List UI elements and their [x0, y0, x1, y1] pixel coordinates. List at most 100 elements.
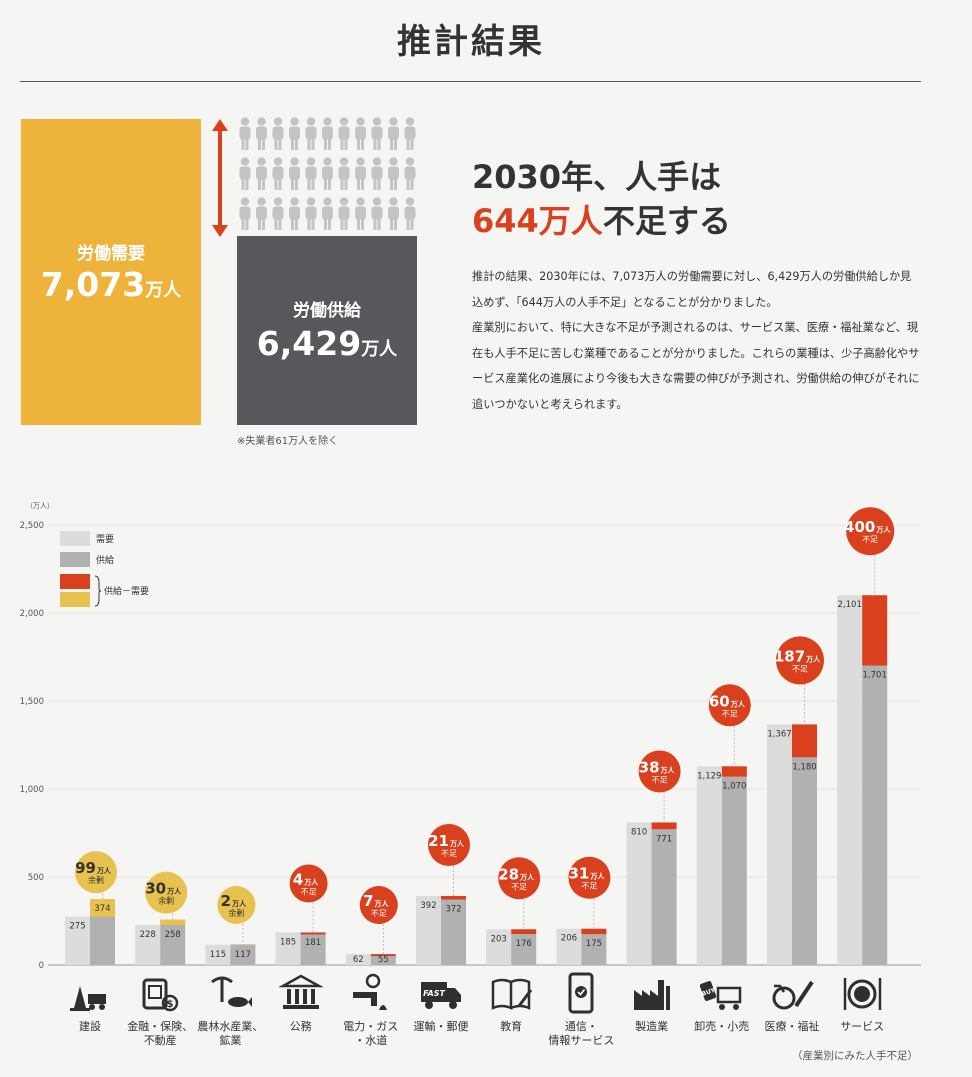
demand-value-label: 2,101: [838, 600, 862, 610]
supply-value-label: 176: [516, 939, 532, 949]
demand-value-label: 1,367: [767, 729, 791, 739]
supply-value-label: 1,180: [792, 762, 816, 772]
summary-body: 推計の結果、2030年には、7,073万人の労働需要に対し、6,429万人の労働…: [472, 270, 920, 411]
government-icon: [278, 974, 323, 1009]
shortage-segment: [370, 954, 396, 957]
supply-bar: [721, 776, 747, 965]
diff-badge: [428, 824, 470, 867]
badge-number: 7万人: [363, 892, 389, 910]
demand-bar: [416, 896, 441, 965]
service-icon: [843, 978, 882, 1010]
demand-value-label: 206: [561, 934, 577, 944]
category-label: 卸売・小売: [694, 1020, 750, 1033]
shortage-segment: [651, 822, 677, 830]
badge-word: 不足: [441, 849, 457, 858]
category-label: サービス: [840, 1020, 885, 1033]
badge-word: 不足: [722, 709, 738, 718]
shortage-segment: [441, 896, 466, 900]
demand-bar: [486, 929, 512, 965]
badge-number: 187万人: [774, 647, 821, 665]
supply-bar: [862, 665, 888, 965]
shortage-segment: [792, 724, 817, 758]
diff-badge: [776, 636, 824, 685]
legend-shortage-swatch: [60, 574, 90, 589]
badge-word: 不足: [862, 535, 878, 544]
badge-word: 不足: [581, 882, 597, 891]
chart-footnote: （産業別にみた人手不足）: [792, 1050, 918, 1062]
supply-value-label: 175: [586, 939, 602, 949]
badge-number: 4万人: [293, 870, 319, 888]
utilities-icon: [352, 973, 387, 1010]
demand-bar: [696, 766, 722, 965]
y-tick-label: 2,000: [20, 609, 44, 619]
badge-number: 60万人: [709, 692, 746, 710]
supply-value-label: 181: [305, 938, 321, 948]
surplus-segment: [160, 919, 186, 925]
supply-bar: [370, 955, 396, 965]
supply-value-label: 117: [235, 950, 251, 960]
demand-value-label: 62: [353, 955, 364, 965]
retail-icon: BUY: [699, 981, 742, 1010]
category-label: 教育: [500, 1020, 523, 1033]
labor-demand-box: 労働需要 7,073万人: [21, 119, 201, 425]
headline: 2030年、人手は 644万人不足する: [472, 155, 731, 243]
svg-text:$: $: [167, 999, 174, 1010]
demand-bar: [345, 954, 371, 965]
supply-value-label: 374: [94, 904, 110, 914]
shortage-segment: [300, 932, 326, 935]
badge-number: 2万人: [221, 892, 247, 910]
diff-badge: [498, 857, 541, 900]
svg-text:FAST: FAST: [423, 989, 445, 998]
construction-icon: [70, 986, 106, 1011]
diff-badge: [638, 750, 681, 793]
supply-value-label: 771: [656, 834, 672, 844]
legend-surplus-swatch: [60, 592, 90, 607]
demand-bar: [65, 916, 90, 965]
demand-bar: [135, 924, 161, 965]
supply-bar: [581, 934, 607, 965]
supply-bar: [511, 934, 537, 965]
legend-brace: [94, 575, 102, 607]
bar-group: 185 181 4万人不足: [275, 864, 328, 965]
diff-badge: [359, 886, 398, 924]
agriculture-icon: [211, 976, 253, 1007]
factory-icon: [633, 980, 670, 1010]
supply-bar: [300, 933, 326, 965]
demand-bar: [275, 932, 301, 965]
supply-bar: [230, 944, 256, 965]
y-tick-label: 500: [28, 873, 44, 883]
category-label: 医療・福祉: [764, 1020, 820, 1033]
supply-value-label: 372: [445, 905, 461, 915]
badge-word: 不足: [301, 887, 317, 896]
labor-demand-label: 労働需要: [77, 244, 145, 264]
demand-bar: [205, 944, 231, 965]
demand-value-label: 810: [631, 827, 647, 837]
demand-value-label: 1,129: [697, 771, 721, 781]
supply-value-label: 1,701: [863, 671, 887, 681]
supply-value-label: 1,070: [722, 782, 746, 792]
y-tick-label: 2,500: [20, 521, 44, 531]
labor-demand-value: 7,073万人: [40, 265, 182, 304]
demand-bar: [556, 928, 582, 965]
education-icon: [491, 978, 533, 1010]
diff-badge: [217, 886, 256, 924]
labor-supply-box: 労働供給 6,429万人: [237, 236, 417, 425]
transport-icon: FAST: [421, 982, 461, 1009]
headline-line2: 644万人不足する: [472, 202, 731, 240]
medical-icon: [772, 980, 814, 1010]
category-label: 農林水産業、 鉱業: [197, 1020, 264, 1047]
demand-value-label: 185: [280, 937, 296, 947]
badge-number: 28万人: [498, 865, 535, 883]
legend-diff-label: 供給－需要: [104, 585, 149, 597]
shortage-segment: [721, 766, 747, 777]
shortage-segment: [511, 929, 537, 935]
supply-bar: [792, 757, 817, 965]
shortage-segment: [862, 595, 888, 666]
category-label: 金融・保険、 不動産: [127, 1020, 194, 1047]
